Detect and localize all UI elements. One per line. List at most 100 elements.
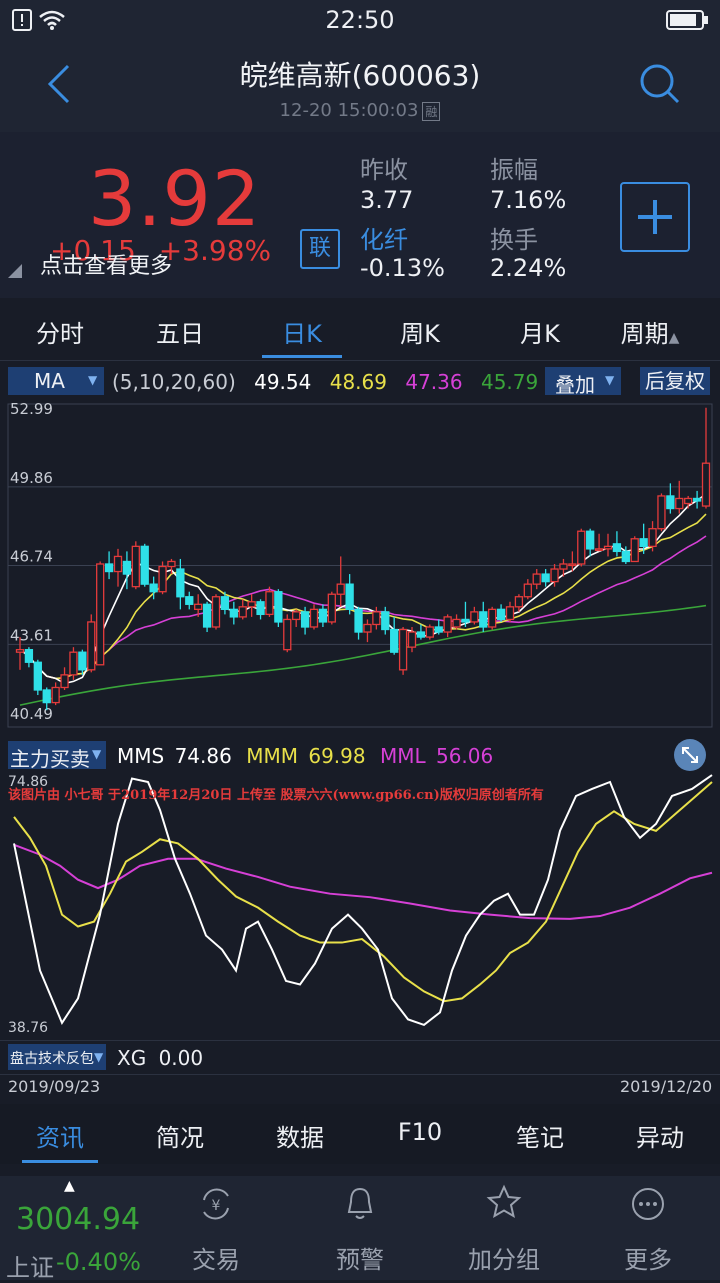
candle-body (479, 611, 488, 628)
sub-indicator-label: 盘古技术反包 (10, 1051, 94, 1067)
candle-body (639, 538, 648, 547)
date-start: 2019/09/23 (8, 1077, 101, 1096)
index-change: -0.40% (56, 1248, 141, 1276)
candle-body (42, 689, 51, 704)
candlestick-chart[interactable]: 52.99 49.86 46.74 43.61 40.49 (0, 398, 720, 736)
watermark-text: 该图片由 小七哥 于2019年12月20日 上传至 股票六六(www.gp66.… (8, 788, 544, 803)
candle-body (381, 611, 390, 631)
tab-period[interactable]: 周期▲ (600, 314, 700, 349)
candle-body (586, 530, 595, 550)
candle-body (194, 603, 203, 610)
candle-body (577, 530, 586, 565)
candle-body (488, 608, 497, 628)
candle-body (185, 596, 194, 605)
yuan-exchange-icon: ¥ (203, 1188, 229, 1220)
tab-news[interactable]: 资讯 (36, 1124, 84, 1152)
candle-body (256, 601, 265, 616)
adjust-button[interactable]: 后复权 (640, 367, 710, 395)
candle-body (550, 568, 559, 583)
mms-value: 74.86 (174, 744, 232, 768)
index-ticker[interactable]: ▲ 3004.94 上证 -0.40% (0, 1176, 141, 1282)
date-end: 2019/12/20 (620, 1077, 713, 1096)
chevron-down-icon: ▼ (605, 373, 615, 387)
sector-label[interactable]: 化纤 (360, 226, 408, 254)
prev-close-value: 3.77 (360, 186, 414, 214)
turnover-label: 换手 (490, 226, 538, 254)
view-more-tip[interactable]: 点击查看更多 (40, 254, 173, 279)
ma10-value: 48.69 (329, 370, 387, 394)
tab-data[interactable]: 数据 (276, 1124, 324, 1152)
period-dropdown-icon: ▲ (668, 330, 680, 346)
index-value: 3004.94 (16, 1202, 141, 1237)
tab-five-day[interactable]: 五日 (156, 320, 204, 348)
tab-monthly-k[interactable]: 月K (520, 320, 560, 348)
tab-overview[interactable]: 简况 (156, 1124, 204, 1152)
candle-body (594, 548, 604, 552)
candle-body (416, 631, 426, 638)
candle-body (354, 608, 363, 633)
ma60-value: 45.79 (480, 370, 539, 394)
expand-button[interactable] (674, 739, 706, 771)
back-icon[interactable] (44, 62, 74, 106)
related-button[interactable]: 联 (300, 229, 340, 269)
nav-add-group[interactable]: 加分组 (444, 1176, 564, 1280)
tab-intraday[interactable]: 分时 (36, 320, 84, 348)
nav-alert[interactable]: 预警 (300, 1176, 420, 1280)
margin-badge: 融 (422, 102, 441, 121)
clock: 22:50 (325, 6, 395, 34)
candle-body (363, 623, 372, 633)
add-watchlist-button[interactable] (620, 182, 690, 252)
amplitude-value: 7.16% (490, 186, 567, 214)
nav-trade[interactable]: ¥ 交易 (156, 1176, 276, 1280)
more-icon (632, 1188, 664, 1220)
candle-body (69, 651, 78, 676)
candle-body (51, 686, 60, 704)
candle-body (113, 555, 123, 573)
tab-period-label: 周期 (620, 320, 669, 348)
candle-body (630, 538, 639, 563)
candle-body (15, 649, 25, 653)
active-info-tab-indicator (22, 1160, 98, 1163)
mml-value: 56.06 (435, 744, 494, 768)
nav-more-label: 更多 (624, 1246, 672, 1274)
candle-body (496, 608, 506, 621)
candle-body (122, 560, 132, 575)
candle-body (96, 563, 105, 666)
overlay-button[interactable]: 叠加 ▼ (545, 367, 621, 397)
candle-body (692, 497, 702, 502)
nav-more[interactable]: 更多 (588, 1176, 708, 1280)
turnover-value: 2.24% (490, 254, 567, 282)
candle-body (684, 497, 693, 505)
ma20-line (19, 535, 707, 680)
chevron-down-icon: ▼ (88, 373, 98, 387)
candle-body (701, 462, 711, 507)
candle-body (541, 573, 550, 583)
overlay-label: 叠加 (555, 373, 595, 397)
ma-indicator-select[interactable]: MA ▼ (8, 367, 104, 395)
indicator-chart[interactable] (0, 772, 720, 1042)
xg-legend: XG 0.00 (117, 1046, 203, 1070)
candle-body (505, 606, 515, 621)
candle-body (131, 545, 140, 588)
candle-body (603, 545, 613, 550)
candle-body (274, 591, 283, 623)
tab-weekly-k[interactable]: 周K (400, 320, 440, 348)
up-triangle-icon: ▲ (64, 1178, 75, 1194)
candle-body (648, 528, 657, 547)
search-icon[interactable] (638, 62, 682, 106)
candle-body (398, 628, 408, 671)
indicator-select-label: 主力买卖 (10, 747, 90, 771)
quote-panel: 3.92 +0.15 +3.98% 点击查看更多 联 昨收 3.77 化纤 -0… (0, 132, 720, 298)
candle-body (425, 626, 434, 638)
candle-body (461, 618, 470, 623)
sub-indicator-select[interactable]: 盘古技术反包 ▼ (8, 1044, 106, 1070)
tab-f10[interactable]: F10 (397, 1118, 443, 1146)
tab-daily-k[interactable]: 日K (282, 320, 322, 348)
candle-body (167, 560, 176, 568)
tab-notes[interactable]: 笔记 (516, 1124, 564, 1152)
index-name: 上证 (6, 1254, 54, 1282)
indicator-select[interactable]: 主力买卖 ▼ (8, 741, 106, 771)
candle-body (621, 550, 630, 563)
y-tick-label: 52.99 (10, 400, 53, 418)
tab-movements[interactable]: 异动 (636, 1124, 684, 1152)
